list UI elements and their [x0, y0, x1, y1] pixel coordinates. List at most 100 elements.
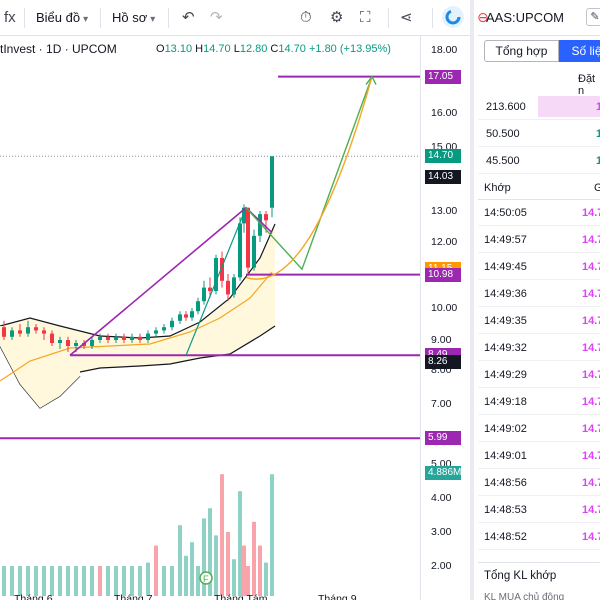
volume-bar: [258, 545, 262, 596]
candle-body: [90, 340, 94, 346]
candle-body: [114, 336, 118, 340]
panel-header: ⊖ AAS:UPCOM ✎: [477, 0, 600, 36]
volume-bar: [170, 566, 174, 596]
trade-row[interactable]: 14:49:57 14.7: [478, 227, 600, 253]
undo-icon[interactable]: ↶: [182, 9, 195, 26]
brand-logo[interactable]: [442, 6, 464, 28]
trade-price: 14.7: [582, 207, 600, 219]
volume-bar: [202, 518, 206, 596]
volume-bar: [26, 566, 30, 596]
price-tag: 10.98: [425, 267, 461, 282]
trade-price: 14.7: [582, 288, 600, 300]
candle-body: [190, 311, 194, 318]
event-marker-letter: F: [203, 574, 209, 584]
chart-menu-button[interactable]: Biểu đồ ▾: [36, 8, 88, 28]
trade-price: 14.7: [582, 450, 600, 462]
trade-row[interactable]: 14:48:53 14.7: [478, 497, 600, 523]
trade-time: 14:50:05: [484, 207, 527, 219]
trade-row[interactable]: 14:49:35 14.7: [478, 308, 600, 334]
profile-menu-label: Hồ sơ: [112, 10, 148, 25]
volume-bar: [162, 566, 166, 596]
volume-bar: [130, 566, 134, 596]
candle-body: [130, 336, 134, 340]
gear-icon[interactable]: ⚙: [330, 9, 344, 26]
candle-body: [242, 207, 246, 224]
volume-bar: [90, 566, 94, 596]
volume-bar: [50, 566, 54, 596]
volume-bar: [122, 566, 126, 596]
open-value: 13.10: [164, 43, 193, 55]
volume-bar: [2, 566, 6, 596]
trade-row[interactable]: 14:49:02 14.7: [478, 416, 600, 442]
tab-summary[interactable]: Tổng hợp: [484, 40, 559, 62]
price-chart[interactable]: F tInvest · 1D · UPCOM O13.10 H14.70 L12…: [0, 36, 470, 600]
trade-price: 14.7: [582, 477, 600, 489]
panel-symbol[interactable]: AAS:UPCOM: [486, 10, 565, 25]
redo-icon[interactable]: ↷: [210, 9, 223, 26]
price-axis-tick: 7.00: [431, 398, 452, 410]
candle-body: [196, 301, 200, 312]
chart-canvas[interactable]: F: [0, 36, 470, 600]
order-book-row[interactable]: 50.500 14: [478, 121, 600, 147]
trades-col-volume: Khớp: [484, 182, 511, 194]
profile-menu-button[interactable]: Hồ sơ ▾: [112, 8, 155, 28]
volume-bar: [190, 542, 194, 596]
fullscreen-icon[interactable]: ⛶: [360, 9, 371, 26]
tab-data[interactable]: Số liệ: [559, 40, 600, 62]
candle-body: [214, 258, 218, 291]
volume-bar: [66, 566, 70, 596]
candle-body: [184, 314, 188, 318]
close-value: 14.70: [278, 43, 306, 55]
right-panel: ⊖ AAS:UPCOM ✎ Tổng hợp Số liệ Đặt n 213.…: [470, 0, 600, 600]
price-axis-tick: 9.00: [431, 334, 452, 346]
candle-body: [232, 277, 236, 295]
trade-time: 14:48:53: [484, 504, 527, 516]
share-icon[interactable]: ⋖: [400, 9, 413, 26]
volume-bar: [114, 566, 118, 596]
volume-bar: [220, 474, 224, 596]
volume-bar: [146, 562, 150, 596]
trade-row[interactable]: 14:49:29 14.7: [478, 362, 600, 388]
trade-price: 14.7: [582, 396, 600, 408]
volume-bar: [98, 566, 102, 596]
trade-row[interactable]: 14:49:32 14.7: [478, 335, 600, 361]
volume-bar: [538, 96, 600, 117]
order-book-row[interactable]: 213.600 14: [478, 94, 600, 120]
snapshot-timer-icon[interactable]: ⏱: [300, 9, 312, 26]
trade-row[interactable]: 14:50:05 14.7: [478, 200, 600, 226]
volume-bar: [42, 566, 46, 596]
candle-body: [238, 223, 242, 278]
trade-row[interactable]: 14:49:45 14.7: [478, 254, 600, 280]
function-icon[interactable]: fx: [4, 9, 16, 26]
trade-row[interactable]: 14:49:01 14.7: [478, 443, 600, 469]
trades-header: Khớp Gi: [478, 176, 600, 200]
candle-body: [18, 330, 22, 334]
time-axis-tick: Tháng Tám: [214, 593, 268, 600]
candle-body: [42, 330, 46, 334]
price-axis-tick: 3.00: [431, 526, 452, 538]
trade-row[interactable]: 14:49:18 14.7: [478, 389, 600, 415]
candle-body: [202, 287, 206, 302]
volume-bar: [238, 491, 242, 596]
trade-row[interactable]: 14:48:52 14.7: [478, 524, 600, 550]
legend-symbol: tInvest · 1D · UPCOM: [0, 41, 117, 57]
time-axis-tick: Tháng 9: [318, 593, 357, 600]
volume-bar: [232, 559, 236, 596]
candle-body: [264, 214, 268, 221]
volume-bar: [34, 566, 38, 596]
toolbar-divider: [100, 8, 101, 28]
trade-row[interactable]: 14:48:56 14.7: [478, 470, 600, 496]
volume-bar: [242, 545, 246, 596]
total-volume-row: Tổng KL khớp: [478, 562, 600, 590]
edit-icon[interactable]: ✎: [586, 8, 600, 26]
candle-body: [178, 314, 182, 321]
candle-body: [58, 340, 62, 343]
volume-bar: [264, 562, 268, 596]
volume-bar: [82, 566, 86, 596]
toolbar-divider: [168, 8, 169, 28]
chevron-down-icon: ▾: [83, 14, 89, 25]
order-book-row[interactable]: 45.500 14: [478, 148, 600, 174]
trade-row[interactable]: 14:49:36 14.7: [478, 281, 600, 307]
candle-body: [246, 207, 250, 268]
trade-time: 14:49:45: [484, 261, 527, 273]
